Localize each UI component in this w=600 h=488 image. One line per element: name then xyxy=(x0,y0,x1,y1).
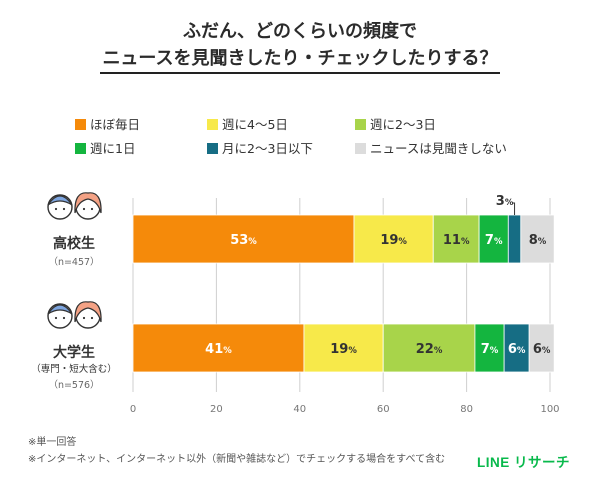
legend-label: 月に2〜3日以下 xyxy=(222,141,313,156)
legend-swatch xyxy=(355,119,366,130)
legend-label: ほぼ毎日 xyxy=(90,117,141,132)
eye-icon xyxy=(82,207,86,211)
eye-icon xyxy=(82,316,86,320)
legend-item: 週に2〜3日 xyxy=(355,118,436,132)
data-label-unit: % xyxy=(542,346,551,356)
category-sublabel: （専門・短大含む） xyxy=(31,363,117,375)
legend-label: 週に4〜5日 xyxy=(222,117,288,132)
sample-size-label: （n=457） xyxy=(48,256,99,268)
data-label-unit: % xyxy=(223,346,232,356)
data-label: 7% xyxy=(485,233,503,248)
data-label: 53% xyxy=(230,233,257,248)
boy-hair-icon xyxy=(47,195,73,206)
x-tick-label: 100 xyxy=(540,404,559,415)
chart-title-line1: ふだん、どのくらいの頻度で xyxy=(183,21,417,42)
legend-swatch xyxy=(75,119,86,130)
legend-swatch xyxy=(75,143,86,154)
data-label-unit: % xyxy=(434,346,443,356)
data-label-leader-line xyxy=(512,202,516,215)
chart-title: ふだん、どのくらいの頻度で ニュースを見聞きしたり・チェックしたりする？ xyxy=(0,18,600,74)
legend-item: 週に4〜5日 xyxy=(207,118,288,132)
stacked-bar-chart: 0 20 40 60 80 100 高校生 （n=457） 大学生 （専門・短大含む） （n=576… xyxy=(31,192,560,415)
legend-label: 週に1日 xyxy=(90,141,136,156)
data-label-unit: % xyxy=(538,237,547,247)
chart-title-line2: ニュースを見聞きしたり・チェックしたりする？ xyxy=(100,45,500,74)
data-label: 8% xyxy=(529,233,547,248)
x-tick-label: 0 xyxy=(130,404,136,415)
data-label-unit: % xyxy=(461,237,470,247)
bar-segment xyxy=(478,214,509,264)
eye-icon xyxy=(54,316,58,320)
bar-segment xyxy=(132,214,355,264)
x-tick-label: 80 xyxy=(460,404,473,415)
data-label: 7% xyxy=(481,342,499,357)
data-label-unit: % xyxy=(398,237,407,247)
legend-item: 月に2〜3日以下 xyxy=(207,142,313,156)
data-label: 22% xyxy=(416,342,443,357)
data-label: 19% xyxy=(380,233,407,248)
legend-swatch xyxy=(207,143,218,154)
girl-hair-icon xyxy=(74,192,102,214)
x-tick-label: 60 xyxy=(377,404,390,415)
legend-swatch xyxy=(207,119,218,130)
eye-icon xyxy=(90,207,94,211)
high-school-students-icon xyxy=(47,192,102,220)
data-label-unit: % xyxy=(494,237,503,247)
footnote-scope: ※インターネット、インターネット以外（新聞や雑誌など）でチェックする場合をすべて… xyxy=(28,454,446,465)
bar-segment xyxy=(507,214,522,264)
boy-hair-icon xyxy=(47,304,73,315)
university-students-icon xyxy=(47,301,102,329)
eye-icon xyxy=(62,316,66,320)
legend-item: 週に1日 xyxy=(75,142,135,156)
data-label-unit: % xyxy=(348,346,357,356)
bar-segment xyxy=(520,214,555,264)
bar-segment xyxy=(503,323,530,373)
girl-hair-icon xyxy=(74,301,102,323)
sample-size-label: （n=576） xyxy=(48,379,99,391)
legend-item: ほぼ毎日 xyxy=(75,118,140,132)
eye-icon xyxy=(62,207,66,211)
data-label: 6% xyxy=(508,342,526,357)
bar-segment xyxy=(132,323,305,373)
data-label: 6% xyxy=(533,342,551,357)
brand-logo: LINE リサーチ xyxy=(477,455,571,470)
eye-icon xyxy=(90,316,94,320)
bar-segment xyxy=(432,214,480,264)
legend-item: ニュースは見聞きしない xyxy=(355,142,507,156)
legend-label: ニュースは見聞きしない xyxy=(370,141,507,156)
bar-segment xyxy=(382,323,476,373)
bar-segment xyxy=(474,323,505,373)
footnote-single-answer: ※単一回答 xyxy=(28,437,77,448)
data-label-unit: % xyxy=(517,346,526,356)
footnotes: ※単一回答 ※インターネット、インターネット以外（新聞や雑誌など）でチェックする… xyxy=(28,434,445,468)
bar-segment xyxy=(353,214,434,264)
x-tick-label: 20 xyxy=(210,404,223,415)
data-label-unit: % xyxy=(505,198,514,208)
data-label: 41% xyxy=(205,342,232,357)
legend-label: 週に2〜3日 xyxy=(370,117,436,132)
data-label: 11% xyxy=(443,233,470,248)
data-label-unit: % xyxy=(490,346,499,356)
legend: ほぼ毎日 週に4〜5日 週に2〜3日週に1日 月に2〜3日以下 ニュースは見聞きしない xyxy=(0,0,600,170)
x-tick-label: 40 xyxy=(293,404,306,415)
category-label: 高校生 xyxy=(53,235,95,252)
data-label: 3% xyxy=(496,194,514,209)
eye-icon xyxy=(54,207,58,211)
category-label: 大学生 xyxy=(53,344,95,361)
legend-swatch xyxy=(355,143,366,154)
data-label-unit: % xyxy=(248,237,257,247)
bar-segment xyxy=(528,323,555,373)
data-label: 19% xyxy=(330,342,357,357)
